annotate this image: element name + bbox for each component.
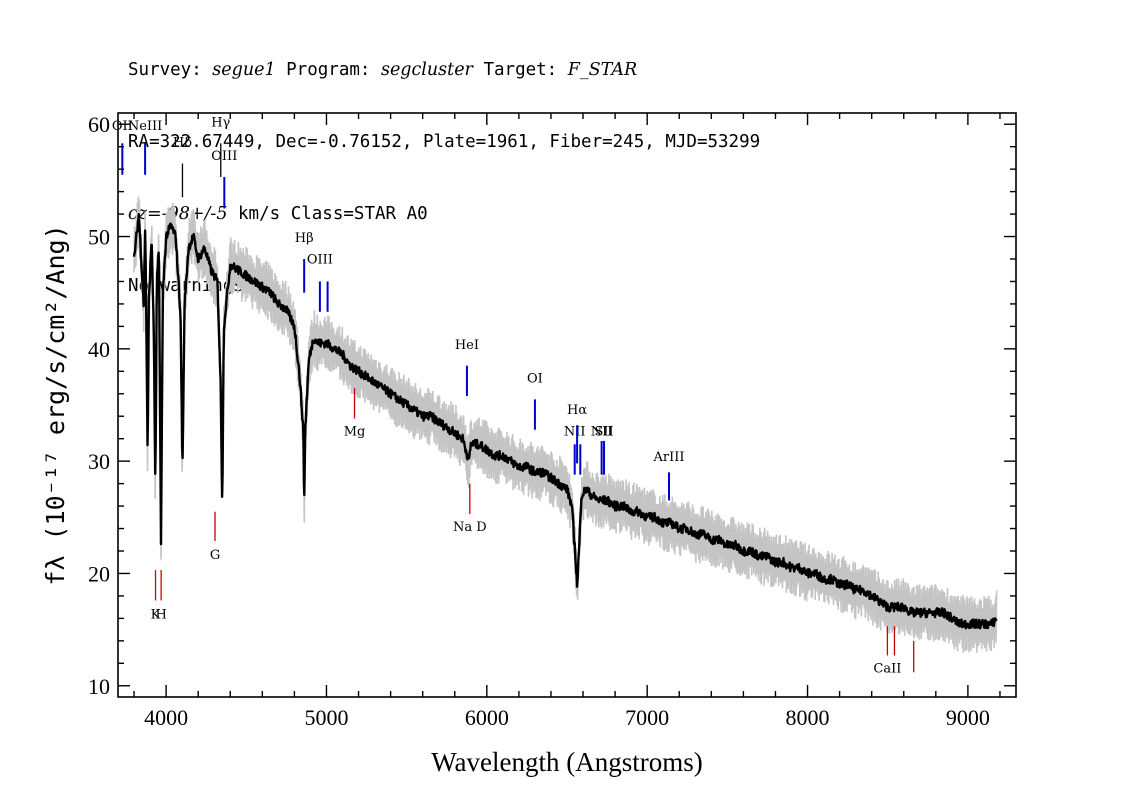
absorption-line-label: H (155, 607, 166, 622)
y-axis-label-text: fλ (10⁻¹⁷ erg/s/cm²/Ang) (41, 224, 70, 585)
emission-line-label: NII (564, 424, 586, 439)
absorption-line-label: Mg (344, 424, 366, 439)
emission-line-label: Hβ (295, 231, 314, 246)
plot-axes: 4000 5000 6000 7000 8000 9000 10 20 30 40 50 60 (88, 112, 1017, 730)
x-tick-label: 4000 (144, 705, 188, 730)
y-tick-label: 30 (88, 449, 110, 474)
survey-name: segue1 (212, 60, 276, 80)
target-name: F_STAR (567, 60, 638, 80)
y-tick-label: 60 (88, 112, 110, 137)
emission-line-label: OII (112, 119, 133, 134)
x-tick-label: 7000 (625, 705, 669, 730)
x-tick-label: 8000 (786, 705, 830, 730)
spectrum-line (132, 213, 998, 630)
absorption-line-label: K (151, 607, 161, 622)
y-tick-label: 10 (88, 674, 110, 699)
emission-line-label: ArIII (652, 450, 684, 465)
absorption-line-label: Na D (453, 520, 487, 535)
plot-frame (117, 112, 1017, 698)
emission-line-label: SII (594, 424, 613, 439)
y-axis-label: fλ (10⁻¹⁷ erg/s/cm²/Ang) (41, 224, 70, 585)
emission-line-label: Hγ (211, 115, 230, 130)
y-tick-label: 40 (88, 337, 110, 362)
x-tick-label: 5000 (304, 705, 348, 730)
spectrum-header: Survey: segue1 Program: segcluster Targe… (128, 10, 760, 322)
y-tick-label: 20 (88, 561, 110, 586)
y-tick-label: 50 (88, 225, 110, 250)
emission-line-label: OI (527, 372, 543, 387)
x-tick-label: 9000 (946, 705, 990, 730)
survey-label: Survey: (128, 60, 213, 80)
x-tick-label: 6000 (465, 705, 509, 730)
emission-line-label: OIII (211, 149, 237, 164)
emission-line-label: Hδ (173, 136, 192, 151)
header-line-3: cz=-98+/-5 km/s Class=STAR A0 (128, 202, 760, 226)
class-text: km/s Class=STAR A0 (227, 204, 428, 224)
series-layer (132, 213, 998, 630)
header-line-2: RA=322.67449, Dec=-0.76152, Plate=1961, … (128, 132, 761, 152)
x-axis-label: Wavelength (Angstroms) (431, 747, 703, 777)
emission-line-label: Hα (567, 403, 587, 418)
absorption-line-label: CaII (873, 661, 901, 676)
program-label: Program: (275, 60, 381, 80)
emission-line-label: HeI (455, 338, 479, 353)
header-line-1: Survey: segue1 Program: segcluster Targe… (128, 58, 760, 82)
emission-line-label: OIII (307, 252, 333, 267)
emission-line-label: NeIII (128, 119, 162, 134)
target-label: Target: (472, 60, 568, 80)
emission-line-label: NII (591, 424, 613, 439)
program-name: segcluster (380, 60, 473, 80)
absorption-line-label: G (210, 548, 220, 563)
line-markers: OIINeIIIHδHγOIIIHβOIIIHeIOINIIHαNIISIIAr… (112, 115, 915, 676)
